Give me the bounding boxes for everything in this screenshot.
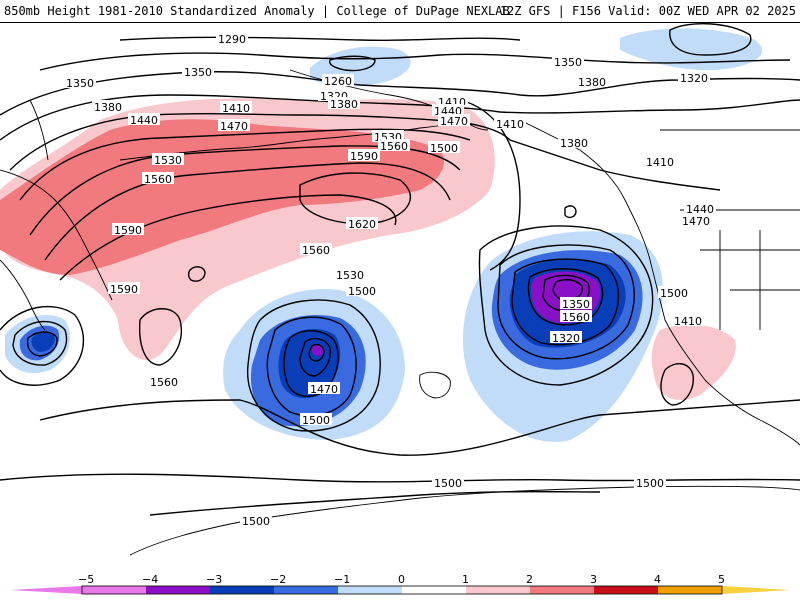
contour-label: 1470 <box>310 383 338 396</box>
contour-label: 1290 <box>218 33 246 46</box>
positive-anomaly-medium <box>0 119 444 275</box>
contour-label: 1350 <box>184 66 212 79</box>
colorbar-tick: 5 <box>718 573 725 586</box>
negative-anomaly-strong-west <box>31 332 55 352</box>
colorbar-seg-m2 <box>274 586 338 594</box>
contour-label: 1470 <box>682 215 710 228</box>
contour-label: 1470 <box>440 115 468 128</box>
contour-label: 1590 <box>110 283 138 296</box>
colorbar-tick: 2 <box>526 573 533 586</box>
contour-label: 1320 <box>552 332 580 345</box>
contour-label: 1590 <box>114 224 142 237</box>
colorbar-tick: −2 <box>270 573 286 586</box>
colorbar-seg-p1 <box>466 586 530 594</box>
colorbar-arrow-left <box>10 586 82 594</box>
contour-label: 1530 <box>154 154 182 167</box>
anomaly-map: 1290 1350 1350 1380 1410 1440 1470 1530 … <box>0 22 800 556</box>
negative-anomaly-strong-central <box>278 328 341 399</box>
model-valid-time: 12Z GFS | F156 Valid: 00Z WED APR 02 202… <box>499 4 796 18</box>
colorbar-tick: −5 <box>78 573 94 586</box>
contour-label: 1470 <box>220 120 248 133</box>
colorbar-seg-0 <box>402 586 466 594</box>
colorbar-tick: −3 <box>206 573 222 586</box>
contour-label: 1440 <box>130 114 158 127</box>
contour-label: 1560 <box>144 173 172 186</box>
contour-label: 1500 <box>302 414 330 427</box>
contour-label: 1350 <box>562 298 590 311</box>
contour-label: 1320 <box>680 72 708 85</box>
contour-label: 1560 <box>380 140 408 153</box>
header-bar: 850mb Height 1981-2010 Standardized Anom… <box>0 0 800 23</box>
colorbar-seg-m3 <box>210 586 274 594</box>
contour-label: 1350 <box>66 77 94 90</box>
contour-label: 1380 <box>578 76 606 89</box>
contour-label: 1380 <box>330 98 358 111</box>
colorbar-seg-p2 <box>530 586 594 594</box>
contour-label: 1500 <box>434 477 462 490</box>
contour-label: 1260 <box>324 75 352 88</box>
contour-label: 1410 <box>646 156 674 169</box>
negative-anomaly-light-ne <box>620 28 763 71</box>
colorbar-tick: −4 <box>142 573 158 586</box>
negative-anomaly-core-central <box>312 344 324 356</box>
contour-label: 1620 <box>348 218 376 231</box>
contour-label: 1440 <box>686 203 714 216</box>
contour-label: 1380 <box>94 101 122 114</box>
colorbar-seg-p3 <box>594 586 658 594</box>
colorbar-tick-labels: −5 −4 −3 −2 −1 0 1 2 3 4 5 <box>78 573 725 586</box>
colorbar-segments <box>10 585 790 595</box>
anomaly-colorbar: −5 −4 −3 −2 −1 0 1 2 3 4 5 <box>0 572 800 600</box>
contour-labels: 1290 1350 1350 1380 1410 1440 1470 1530 … <box>64 32 716 528</box>
colorbar-tick: 1 <box>462 573 469 586</box>
colorbar-seg-m1 <box>338 586 402 594</box>
contour-label: 1410 <box>496 118 524 131</box>
contour-label: 1410 <box>222 102 250 115</box>
positive-anomaly-coast <box>651 324 736 400</box>
contour-label: 1560 <box>150 376 178 389</box>
contour-label: 1500 <box>636 477 664 490</box>
contour-label: 1500 <box>348 285 376 298</box>
contour-label: 1500 <box>660 287 688 300</box>
colorbar-arrow-right <box>722 586 790 594</box>
colorbar-tick: 3 <box>590 573 597 586</box>
contour-label: 1350 <box>554 56 582 69</box>
colorbar-tick: 0 <box>398 573 405 586</box>
contour-label: 1500 <box>430 142 458 155</box>
colorbar-tick: 4 <box>654 573 661 586</box>
contour-label: 1410 <box>674 315 702 328</box>
contour-label: 1590 <box>350 150 378 163</box>
contour-label: 1560 <box>302 244 330 257</box>
colorbar-seg-m4 <box>146 586 210 594</box>
colorbar-seg-p4 <box>658 586 722 594</box>
map-title: 850mb Height 1981-2010 Standardized Anom… <box>4 4 510 18</box>
contour-label: 1530 <box>336 269 364 282</box>
colorbar-seg-m5 <box>82 586 146 594</box>
contour-label: 1500 <box>242 515 270 528</box>
contour-label: 1560 <box>562 311 590 324</box>
colorbar-tick: −1 <box>334 573 350 586</box>
contour-label: 1380 <box>560 137 588 150</box>
